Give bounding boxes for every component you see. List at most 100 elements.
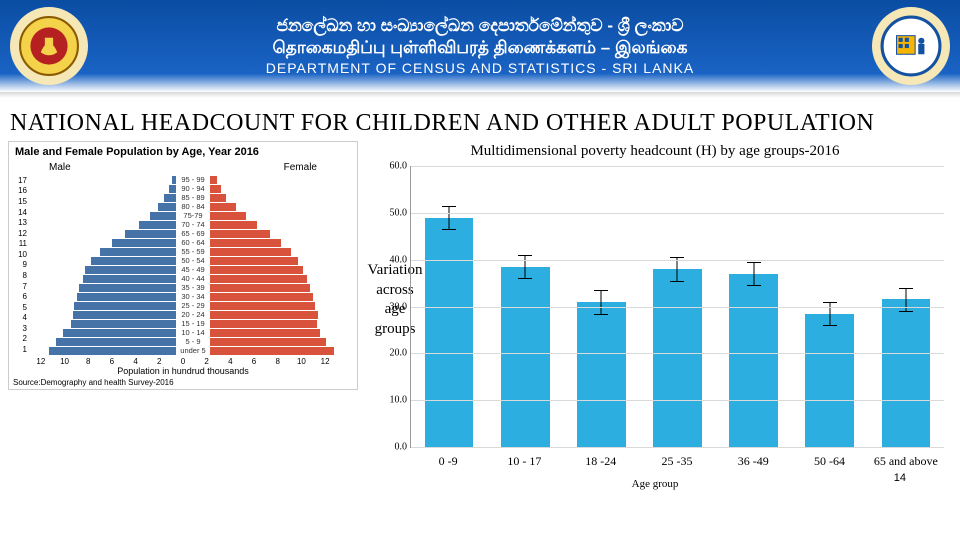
pyramid-female-bar — [210, 338, 326, 346]
pyramid-female-bar — [210, 320, 317, 328]
pyramid-male-bar — [49, 347, 176, 355]
pyramid-xtick: 2 — [147, 357, 171, 366]
pyramid-age-label: under 5 — [176, 346, 210, 355]
pyramid-age-label: 90 - 94 — [176, 184, 210, 193]
header-line-sinhala: ජනලේඛන හා සංඛ්‍යාලේඛන දෙපාර්තමේන්තුව - ශ… — [88, 15, 872, 37]
emblem-left — [10, 7, 88, 85]
pyramid-female-bar — [210, 194, 226, 202]
grid-line — [411, 400, 944, 401]
pyramid-row: 85 - 89 — [29, 193, 357, 202]
pyramid-male-bar — [83, 275, 176, 283]
grid-line — [411, 166, 944, 167]
pyramid-age-label: 75-79 — [176, 211, 210, 220]
pyramid-female-label: Female — [284, 162, 317, 173]
pyramid-ytick: 9 — [11, 260, 27, 269]
pyramid-ytick: 1 — [11, 345, 27, 354]
bar — [729, 274, 778, 447]
pyramid-female-bar — [210, 221, 257, 229]
content-row: Male and Female Population by Age, Year … — [0, 141, 960, 490]
pyramid-male-bar — [164, 194, 176, 202]
pyramid-male-bar — [63, 329, 176, 337]
header-line-tamil: தொகைமதிப்பு புள்ளிவிபரத் திணைக்களம் – இல… — [88, 37, 872, 59]
pyramid-xtick: 6 — [242, 357, 266, 366]
error-bar — [753, 262, 754, 285]
pyramid-female-bar — [210, 239, 281, 247]
error-cap-top — [670, 257, 684, 258]
grid-line — [411, 213, 944, 214]
pyramid-ytick: 6 — [11, 292, 27, 301]
bar-chart-ytick: 40.0 — [363, 254, 407, 265]
pyramid-female-bar — [210, 266, 303, 274]
error-bar — [525, 255, 526, 278]
bar-chart-ytick: 50.0 — [363, 207, 407, 218]
grid-line — [411, 353, 944, 354]
error-cap-bottom — [823, 325, 837, 326]
pyramid-age-label: 70 - 74 — [176, 220, 210, 229]
pyramid-age-label: 15 - 19 — [176, 319, 210, 328]
pyramid-male-bar — [158, 203, 176, 211]
pyramid-row: 5 - 9 — [29, 337, 357, 346]
pyramid-row: 10 - 14 — [29, 328, 357, 337]
bar-chart-xtick: 36 -49 — [715, 450, 791, 476]
pyramid-row: 55 - 59 — [29, 247, 357, 256]
pyramid-body: 1716151413121110987654321 95 - 9990 - 94… — [9, 173, 357, 357]
error-bar — [601, 290, 602, 313]
pyramid-y-index: 1716151413121110987654321 — [9, 173, 29, 357]
bar-chart-ytick: 0.0 — [363, 442, 407, 453]
pyramid-age-label: 95 - 99 — [176, 175, 210, 184]
bar-chart-xtick: 50 -64 — [791, 450, 867, 476]
bar — [577, 302, 626, 447]
error-cap-bottom — [594, 314, 608, 315]
left-column: Male and Female Population by Age, Year … — [8, 141, 358, 490]
pyramid-age-label: 35 - 39 — [176, 283, 210, 292]
pyramid-female-bar — [210, 248, 291, 256]
pyramid-age-label: 20 - 24 — [176, 310, 210, 319]
bar — [882, 299, 931, 447]
pyramid-female-bar — [210, 257, 298, 265]
header-titles: ජනලේඛන හා සංඛ්‍යාලේඛන දෙපාර්තමේන්තුව - ශ… — [88, 15, 872, 77]
error-bar — [829, 302, 830, 325]
pyramid-age-label: 25 - 29 — [176, 301, 210, 310]
bar-chart-title: Multidimensional poverty headcount (H) b… — [358, 141, 952, 166]
pyramid-source: Source:Demography and health Survey-2016 — [9, 376, 357, 389]
pyramid-xtick: 6 — [100, 357, 124, 366]
pyramid-male-label: Male — [49, 162, 71, 173]
error-cap-top — [442, 206, 456, 207]
pyramid-ytick: 8 — [11, 271, 27, 280]
pyramid-title: Male and Female Population by Age, Year … — [9, 142, 357, 162]
pyramid-xtick: 10 — [53, 357, 77, 366]
error-cap-bottom — [518, 278, 532, 279]
grid-line — [411, 307, 944, 308]
pyramid-row: 25 - 29 — [29, 301, 357, 310]
error-cap-bottom — [899, 311, 913, 312]
pyramid-female-bar — [210, 203, 236, 211]
pyramid-male-bar — [73, 311, 176, 319]
pyramid-male-bar — [91, 257, 176, 265]
error-cap-top — [747, 262, 761, 263]
error-cap-top — [899, 288, 913, 289]
bar — [805, 314, 854, 447]
error-bar — [905, 288, 906, 311]
bar-chart-xtick: 25 -35 — [639, 450, 715, 476]
pyramid-xtick: 4 — [124, 357, 148, 366]
pyramid-ytick: 5 — [11, 303, 27, 312]
pyramid-ytick: 16 — [11, 186, 27, 195]
pyramid-female-bar — [210, 347, 334, 355]
emblem-right — [872, 7, 950, 85]
error-cap-top — [518, 255, 532, 256]
bar-chart-plot: 0.010.020.030.040.050.060.0 — [410, 166, 944, 448]
pyramid-ytick: 15 — [11, 197, 27, 206]
right-column: Multidimensional poverty headcount (H) b… — [358, 141, 952, 490]
pyramid-rows: 95 - 9990 - 9485 - 8980 - 8475-7970 - 74… — [29, 173, 357, 357]
error-cap-bottom — [442, 229, 456, 230]
pyramid-female-bar — [210, 212, 246, 220]
pyramid-row: 95 - 99 — [29, 175, 357, 184]
pyramid-female-bar — [210, 311, 318, 319]
bar — [653, 269, 702, 447]
pyramid-row: 20 - 24 — [29, 310, 357, 319]
bar — [501, 267, 550, 447]
bar-chart-xtick: 0 -9 — [410, 450, 486, 476]
pyramid-male-bar — [139, 221, 176, 229]
error-cap-bottom — [670, 281, 684, 282]
error-cap-bottom — [747, 285, 761, 286]
